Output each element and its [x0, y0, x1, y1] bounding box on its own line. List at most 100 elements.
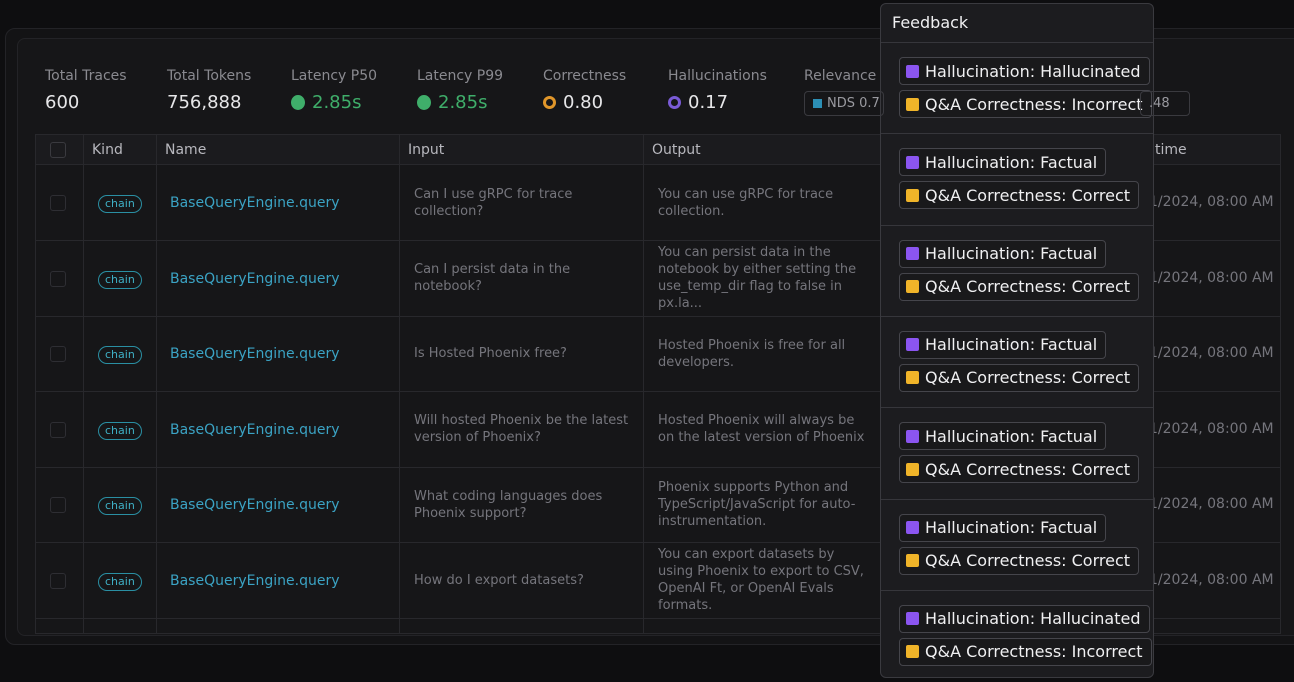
feedback-badge: Hallucination: Factual: [899, 148, 1107, 177]
trace-name-link[interactable]: BaseQueryEngine.query: [170, 270, 340, 287]
checkbox[interactable]: [50, 346, 66, 362]
stat-label: Total Traces: [45, 68, 127, 84]
kind-badge: chain: [98, 497, 142, 515]
badge-text: Q&A Correctness: Incorrect: [925, 94, 1143, 114]
badge-text: Hallucination: Hallucinated: [925, 609, 1141, 629]
feedback-popup: Feedback Hallucination: Hallucinated Q&A …: [880, 3, 1154, 678]
column-divider: [399, 135, 400, 633]
relevance-badge: .48: [1140, 91, 1190, 116]
cell-text: How do I export datasets?: [414, 572, 584, 588]
badge-swatch: [906, 371, 919, 385]
badge-swatch: [906, 554, 919, 567]
kind-badge: chain: [98, 195, 142, 213]
input-cell: Can I persist data in the notebook?: [414, 241, 633, 316]
badge-swatch: [906, 247, 919, 261]
checkbox[interactable]: [50, 421, 66, 438]
row-divider: [36, 617, 1280, 619]
row-divider: [36, 315, 1280, 317]
relevance-badge: NDS 0.7: [804, 91, 884, 116]
badge-swatch: [906, 280, 919, 294]
input-cell: How do I export datasets?: [414, 543, 633, 618]
feedback-badge: Hallucination: Factual: [899, 239, 1107, 268]
feedback-badge: Hallucination: Factual: [899, 330, 1107, 359]
feedback-badge: Q&A Correctness: Correct: [899, 363, 1140, 392]
badge-text: Hallucination: Hallucinated: [925, 61, 1141, 81]
badge-text: .48: [1149, 96, 1170, 111]
kind-badge: chain: [98, 572, 142, 591]
kind-badge: chain: [98, 346, 142, 364]
trace-name-link[interactable]: BaseQueryEngine.query: [170, 346, 340, 362]
cell-text: Will hosted Phoenix be the latest versio…: [414, 413, 629, 445]
output-cell: You can export datasets by using Phoenix…: [658, 543, 873, 618]
start-time: 1/2024, 08:00 AM: [1149, 345, 1274, 361]
column-header: Kind: [92, 142, 123, 158]
badge-swatch: [906, 429, 919, 443]
feedback-badge: Q&A Correctness: Correct: [899, 546, 1140, 575]
input-cell: Can I use gRPC for trace collection?: [414, 165, 633, 240]
badge-swatch: [906, 612, 919, 626]
stat-value: 600: [45, 92, 79, 113]
stat-label: Relevance: [804, 68, 877, 84]
feedback-badge: Hallucination: Hallucinated: [899, 604, 1150, 633]
badge-swatch: [906, 155, 919, 169]
badge-text: Hallucination: Factual: [925, 426, 1098, 446]
column-header: Input: [408, 142, 445, 158]
badge-text: Hallucination: Factual: [925, 335, 1098, 355]
start-time: 1/2024, 08:00 AM: [1149, 571, 1274, 588]
trace-name-link[interactable]: BaseQueryEngine.query: [170, 497, 340, 513]
start-time: 1/2024, 08:00 AM: [1149, 420, 1274, 437]
group-divider: [881, 498, 1153, 500]
checkbox[interactable]: [50, 142, 66, 158]
column-header: Name: [165, 142, 207, 158]
badge-text: Hallucination: Factual: [925, 518, 1098, 537]
output-cell: You can use gRPC for trace collection.: [658, 165, 873, 240]
cell-text: You can use gRPC for trace collection.: [658, 186, 834, 219]
cell-text: Hosted Phoenix is free for all developer…: [658, 337, 846, 370]
input-cell: Will hosted Phoenix be the latest versio…: [414, 392, 633, 467]
popup-title: Feedback: [892, 13, 969, 32]
trace-name-link[interactable]: BaseQueryEngine.query: [170, 195, 340, 211]
badge-swatch: [906, 188, 919, 202]
trace-name-link[interactable]: BaseQueryEngine.query: [170, 421, 340, 438]
badge-swatch: [906, 645, 919, 659]
badge-text: Q&A Correctness: Correct: [925, 459, 1131, 479]
badge-text: Q&A Correctness: Correct: [925, 185, 1131, 205]
column-header: Output: [652, 142, 701, 158]
stat-number: 600: [45, 92, 80, 113]
stopwatch-icon: [291, 95, 305, 110]
row-divider: [36, 542, 1280, 543]
stat-label: Total Tokens: [167, 68, 252, 84]
badge-text: Q&A Correctness: Correct: [925, 277, 1131, 297]
group-divider: [881, 133, 1153, 135]
kind-badge: chain: [98, 421, 142, 440]
column-divider: [156, 135, 157, 633]
group-divider: [881, 407, 1153, 409]
stat-value: 756,888: [167, 92, 241, 113]
checkbox[interactable]: [50, 497, 66, 513]
cell-text: Can I use gRPC for trace collection?: [414, 186, 573, 219]
badge-swatch: [906, 338, 919, 352]
stat-value: 2.85s: [417, 92, 487, 113]
feedback-badge: Q&A Correctness: Correct: [899, 455, 1140, 484]
badge-swatch: [906, 64, 919, 78]
checkbox[interactable]: [50, 195, 66, 211]
badge-text: Q&A Correctness: Incorrect: [925, 642, 1143, 662]
cell-text: You can persist data in the notebook by …: [658, 245, 857, 311]
checkbox[interactable]: [50, 572, 66, 589]
feedback-badge: Hallucination: Factual: [899, 422, 1107, 451]
feedback-badge: Q&A Correctness: Correct: [899, 181, 1140, 210]
ring-icon: [543, 96, 556, 109]
badge-text: Q&A Correctness: Correct: [925, 368, 1131, 388]
badge-text: Hallucination: Factual: [925, 152, 1098, 172]
input-cell: Is Hosted Phoenix free?: [414, 316, 633, 391]
checkbox[interactable]: [50, 270, 66, 287]
stat-value: 0.80: [543, 92, 603, 113]
stat-number: 756,888: [167, 92, 242, 113]
feedback-badge: Q&A Correctness: Incorrect: [899, 637, 1152, 666]
trace-name-link[interactable]: BaseQueryEngine.query: [170, 572, 340, 589]
popup-divider: [881, 42, 1153, 43]
row-divider: [36, 240, 1280, 241]
stopwatch-icon: [417, 95, 431, 110]
stat-number: 2.85s: [312, 92, 362, 113]
